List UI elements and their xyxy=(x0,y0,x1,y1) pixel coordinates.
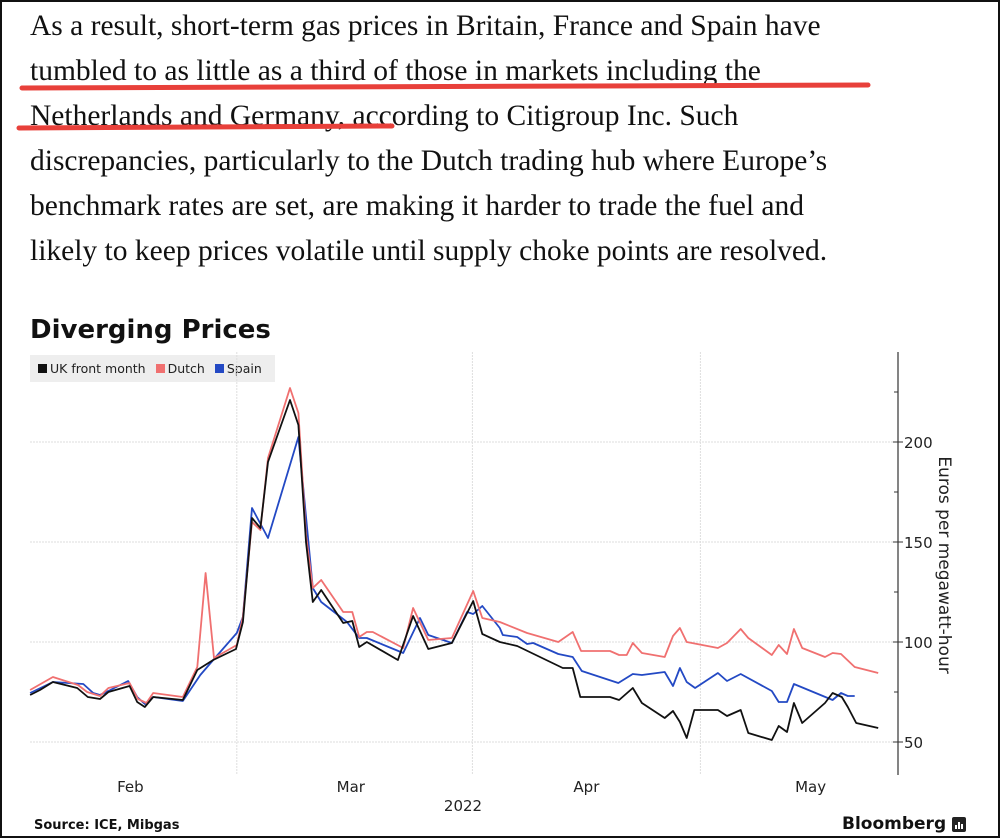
bloomberg-logo: Bloomberg xyxy=(842,814,967,834)
series-line-spain xyxy=(29,436,855,705)
article-line: benchmark rates are set, are making it h… xyxy=(30,190,805,222)
chart-source: Source: ICE, Mibgas xyxy=(34,818,180,833)
y-tick-label: 200 xyxy=(904,434,933,452)
article-line: discrepancies, particularly to the Dutch… xyxy=(30,145,828,177)
y-tick-label: 50 xyxy=(904,734,923,752)
article-line: As a result, short-term gas prices in Br… xyxy=(30,10,821,42)
article-line: tumbled to as little as a third of those… xyxy=(30,55,761,87)
legend-swatch xyxy=(214,364,224,373)
y-tick-label: 100 xyxy=(904,634,933,652)
bloomberg-chart-icon xyxy=(952,816,967,832)
legend-item-dutch: Dutch xyxy=(155,361,205,376)
series-line-uk-front-month xyxy=(29,399,879,741)
x-tick-label-may: May xyxy=(795,778,826,796)
brand-name: Bloomberg xyxy=(842,814,947,834)
legend-label: Dutch xyxy=(167,361,205,376)
x-tick-label-apr: Apr xyxy=(573,778,600,796)
legend-swatch xyxy=(38,364,47,373)
article-line: likely to keep prices volatile until sup… xyxy=(30,235,828,267)
chart-legend: UK front month Dutch Spain xyxy=(30,355,275,382)
legend-item-spain: Spain xyxy=(214,361,262,376)
legend-label: Spain xyxy=(226,361,262,376)
legend-label: UK front month xyxy=(50,361,146,376)
x-axis-year-label: 2022 xyxy=(444,797,482,815)
series-line-dutch xyxy=(29,387,879,704)
y-tick-label: 150 xyxy=(904,534,933,552)
x-tick-label-mar: Mar xyxy=(337,778,366,796)
y-axis-label: Euros per megawatt-hour xyxy=(934,456,954,673)
legend-swatch xyxy=(155,364,165,373)
legend-item-uk: UK front month xyxy=(38,361,146,376)
chart-title: Diverging Prices xyxy=(30,315,271,345)
x-tick-label-feb: Feb xyxy=(117,778,144,796)
